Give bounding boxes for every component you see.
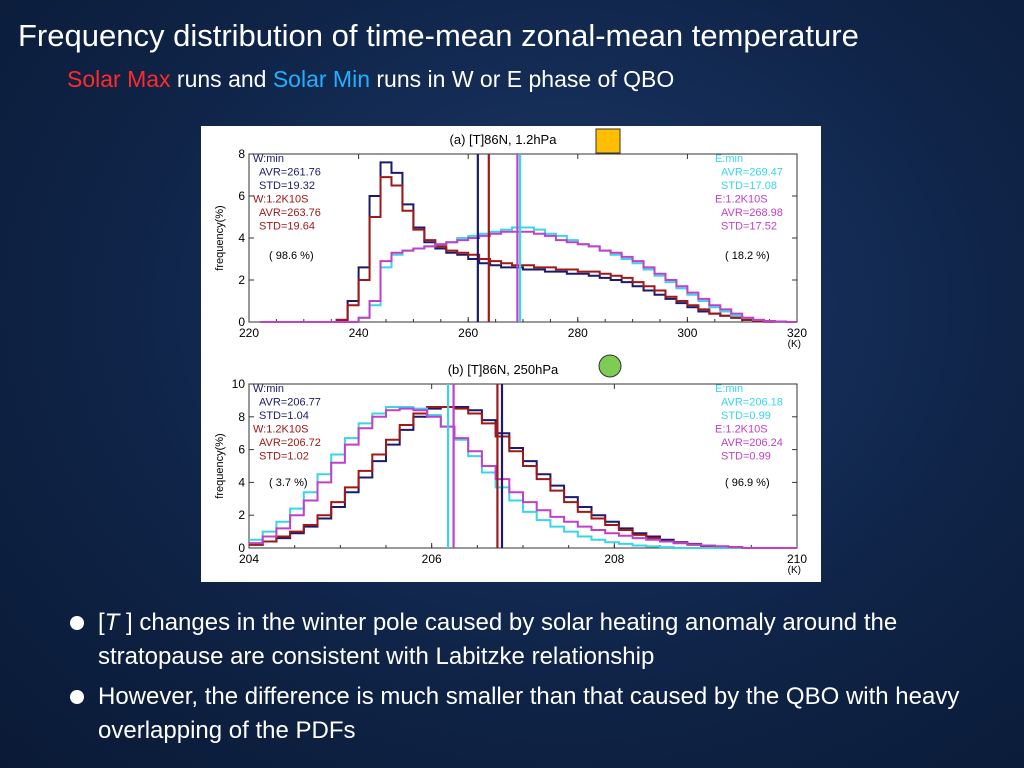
annotation-right: AVR=269.47: [721, 167, 783, 179]
left-percentage: ( 98.6 %): [269, 250, 314, 262]
x-tick-label: 204: [239, 552, 259, 566]
chart-title: (b) [T]86N, 250hPa: [448, 362, 559, 377]
x-unit-label: (K): [788, 339, 801, 350]
series-w_1k-line: [259, 176, 797, 323]
series-e_min-line: [249, 405, 797, 549]
left-percentage: ( 3.7 %): [269, 477, 308, 489]
bullet1-T: T: [104, 609, 120, 636]
right-percentage: ( 18.2 %): [725, 250, 770, 262]
annotation-right: STD=0.99: [721, 451, 771, 463]
y-tick-label: 4: [238, 475, 245, 489]
annotation-right: E:1.2K10S: [715, 194, 768, 206]
y-tick-label: 2: [238, 273, 245, 287]
slide-subtitle: Solar Max runs and Solar Min runs in W o…: [67, 66, 674, 93]
annotation-right: E:1.2K10S: [715, 424, 768, 436]
annotation-left: AVR=206.77: [259, 397, 321, 409]
bullet-dot-icon: [70, 690, 84, 704]
y-tick-label: 0: [238, 541, 245, 555]
bullet-item-1: [T ] changes in the winter pole caused b…: [68, 606, 998, 674]
histogram-figure: (a) [T]86N, 1.2hPa 220 240 260 280 300 320 0 2 4 6…: [201, 126, 821, 582]
x-tick-label: 280: [568, 326, 588, 340]
annotation-right: E:min: [715, 153, 743, 165]
annotation-left: STD=1.02: [259, 451, 309, 463]
bullet1-text: ] changes in the winter pole caused by s…: [98, 609, 898, 670]
annotation-left: STD=19.64: [259, 221, 315, 233]
slide-title: Frequency distribution of time-mean zona…: [18, 18, 859, 53]
x-tick-label: 210: [787, 552, 807, 566]
y-tick-label: 6: [238, 189, 245, 203]
plot-frame: [248, 153, 798, 323]
x-tick-label: 320: [787, 326, 807, 340]
x-tick-label: 260: [458, 326, 478, 340]
annotation-right: STD=0.99: [721, 410, 771, 422]
y-tick-label: 0: [238, 315, 245, 329]
annotation-left: STD=1.04: [259, 410, 309, 422]
x-unit-label: (K): [788, 565, 801, 576]
x-tick-label: 206: [422, 552, 442, 566]
x-tick-label: 240: [349, 326, 369, 340]
right-percentage: ( 96.9 %): [725, 477, 770, 489]
annotation-right: AVR=268.98: [721, 207, 783, 219]
annotation-left: AVR=263.76: [259, 207, 321, 219]
annotation-right: E:min: [715, 383, 743, 395]
x-tick-label: 300: [677, 326, 697, 340]
series-w_min-line: [259, 161, 797, 323]
y-tick-label: 8: [238, 410, 245, 424]
y-tick-label: 8: [238, 147, 245, 161]
annotation-left: STD=19.32: [259, 180, 315, 192]
annotation-right: STD=17.52: [721, 221, 777, 233]
chart-title: (a) [T]86N, 1.2hPa: [450, 132, 558, 147]
annotation-left: W:min: [253, 153, 284, 165]
series-e_min-line: [259, 226, 797, 323]
series-e_1k-line: [249, 407, 797, 549]
annotation-left: AVR=261.76: [259, 167, 321, 179]
solar-max-label: Solar Max: [67, 66, 171, 92]
x-tick-label: 220: [239, 326, 259, 340]
annotation-right: AVR=206.18: [721, 397, 783, 409]
solar-min-label: Solar Min: [272, 66, 370, 92]
annotation-left: AVR=206.72: [259, 437, 321, 449]
bullet-list: [T ] changes in the winter pole caused b…: [68, 606, 998, 754]
annotation-left: W:1.2K10S: [253, 194, 308, 206]
y-tick-label: 4: [238, 231, 245, 245]
y-tick-label: 2: [238, 508, 245, 522]
orange-square-marker-icon: [595, 128, 621, 154]
subtitle-text-2: runs in W or E phase of QBO: [370, 66, 675, 92]
x-tick-label: 208: [604, 552, 624, 566]
bullet1-open: [: [98, 609, 105, 636]
y-tick-label: 6: [238, 443, 245, 457]
series-e_1k-line: [259, 230, 797, 323]
bullet-item-2: However, the difference is much smaller …: [68, 680, 998, 748]
y-axis-label: frequency(%): [214, 433, 226, 498]
subtitle-text-1: runs and: [170, 66, 273, 92]
y-tick-label: 10: [232, 377, 246, 391]
y-axis-label: frequency(%): [214, 205, 226, 270]
annotation-right: AVR=206.24: [721, 437, 783, 449]
bullet2-text: However, the difference is much smaller …: [98, 683, 960, 744]
green-circle-marker-icon: [598, 354, 622, 378]
annotation-right: STD=17.08: [721, 180, 777, 192]
annotation-left: W:1.2K10S: [253, 424, 308, 436]
annotation-left: W:min: [253, 383, 284, 395]
bullet-dot-icon: [70, 616, 84, 630]
